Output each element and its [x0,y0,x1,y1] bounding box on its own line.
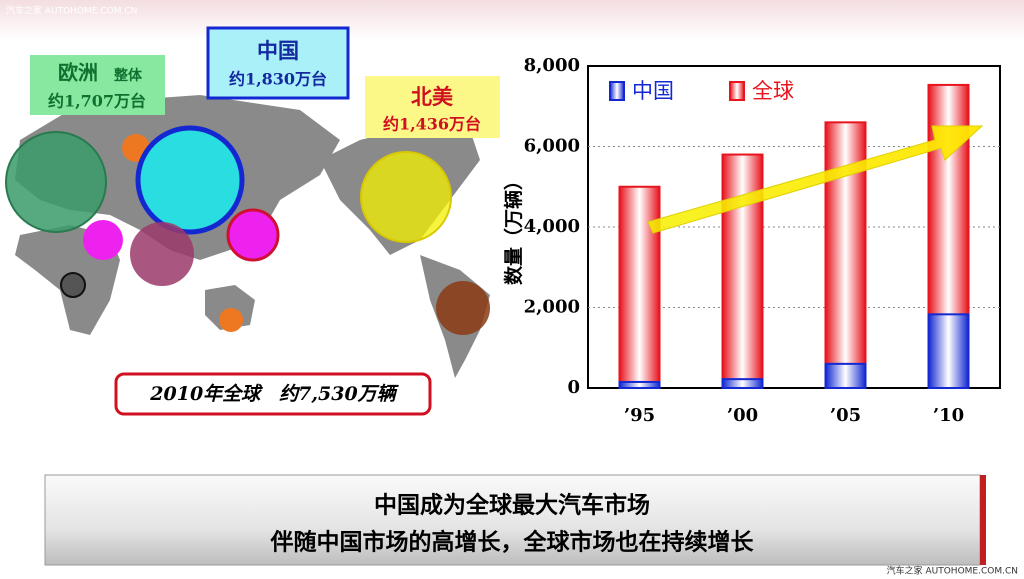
na-label-box [365,76,500,138]
y-tick-label: 4,000 [524,216,580,237]
bar [721,378,764,389]
bubble [219,308,243,332]
na-bubble [360,151,452,243]
label: 整体 [113,67,143,84]
bubble [60,272,86,298]
y-tick-label: 6,000 [524,136,580,157]
label: 约1,436万台 [383,115,481,134]
banner-text: 伴随中国市场的高增长，全球市场也在持续增长 [270,529,755,556]
y-tick-label: 2,000 [524,297,580,318]
bar [618,185,661,389]
x-tick-label: ’00 [727,405,758,426]
label: 欧洲 [58,61,98,85]
bar [824,362,867,390]
label: 中国 [257,39,299,63]
banner-text: 中国成为全球最大汽车市场 [374,492,650,519]
europe-bubble [5,131,107,233]
europe-label-box [30,55,165,115]
x-tick-label: ’10 [933,405,964,426]
legend-swatch [609,81,625,101]
bubble [226,208,280,262]
bar [721,153,764,389]
bar [618,380,661,389]
china-bubble [135,125,245,235]
bubble [436,281,490,335]
bubble [83,220,123,260]
trend-arrow [647,125,984,234]
bubble [130,222,194,286]
banner [44,474,981,566]
y-axis-label: 数量（万辆） [502,171,525,285]
legend-label: 中国 [632,79,674,103]
header-band [0,0,1024,40]
banner-edge [980,475,986,565]
watermark: 汽车之家 AUTOHOME.COM.CN [6,5,137,17]
label: 北美 [411,85,453,109]
y-tick-label: 0 [567,377,580,398]
label: 约1,830万台 [229,70,327,89]
total-box [114,372,432,416]
bar [927,313,970,389]
total-label: 2010年全球 约7,530万辆 [149,383,399,405]
watermark: 汽车之家 AUTOHOME.COM.CN [887,565,1018,577]
y-tick-label: 8,000 [524,55,580,76]
label: 约1,707万台 [48,92,146,111]
china-label-box [206,26,350,100]
x-tick-label: ’05 [830,405,861,426]
legend-label: 全球 [752,79,794,103]
x-tick-label: ’95 [624,405,655,426]
chart: 0 2,000 4,000 6,000 8,000 ’95 ’00 ’05 ’10 中国 全球 [524,55,1000,426]
legend-swatch [729,81,745,101]
